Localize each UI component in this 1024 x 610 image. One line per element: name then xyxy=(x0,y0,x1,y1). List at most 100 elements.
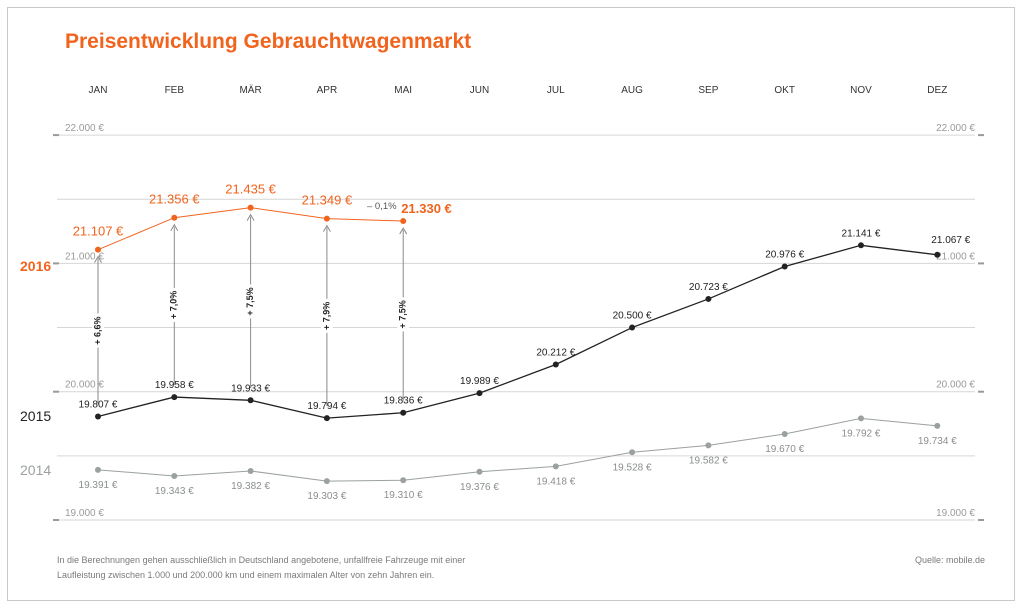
label-2015-11: 21.067 € xyxy=(931,235,970,246)
label-2015-2: 19.933 € xyxy=(231,383,270,394)
yoy-arrowhead-0 xyxy=(94,255,102,263)
label-2015-4: 19.836 € xyxy=(384,396,423,407)
y-label-left-3: 19.000 € xyxy=(65,508,104,519)
yoy-label-4: + 7,5% xyxy=(398,300,408,328)
data-labels: 21.107 € 21.356 € 21.435 € 21.349 € 21.330 €… xyxy=(73,182,971,503)
month-label-nov: NOV xyxy=(850,85,872,96)
chart-title: Preisentwicklung Gebrauchtwagenmarkt xyxy=(65,30,471,53)
month-label-jan: JAN xyxy=(89,85,108,96)
month-label-jun: JUN xyxy=(470,85,489,96)
label-2014-9: 19.670 € xyxy=(765,444,804,455)
label-2014-2: 19.382 € xyxy=(231,481,270,492)
point-2014-2 xyxy=(247,467,254,474)
point-2015-9 xyxy=(781,263,788,270)
point-2014-7 xyxy=(629,449,636,456)
footnote-line-1: In die Berechnungen gehen ausschließlich… xyxy=(57,555,465,565)
point-2014-1 xyxy=(171,472,178,479)
yoy-arrowhead-3 xyxy=(322,224,331,232)
point-2016-2 xyxy=(247,204,254,211)
label-2015-9: 20.976 € xyxy=(765,249,804,260)
point-2015-8 xyxy=(705,295,712,302)
label-2015-3: 19.794 € xyxy=(307,401,346,412)
point-2016-4 xyxy=(400,218,407,225)
point-2014-6 xyxy=(552,463,559,470)
month-label-apr: APR xyxy=(317,85,338,96)
y-label-right-2: 20.000 € xyxy=(936,380,975,391)
y-axis-labels: 22.000 € 22.000 € 21.000 € 21.000 € 20.000 €… xyxy=(53,123,984,521)
point-2014-11 xyxy=(934,422,941,429)
month-labels: JAN FEB MÄR APR MAI JUN JUL AUG SEP OKT NOV DEZ xyxy=(89,84,948,96)
series-line-2015 xyxy=(97,244,938,419)
point-2015-2 xyxy=(247,397,254,404)
yoy-label-1: + 7,0% xyxy=(169,291,179,319)
y-label-right-3: 19.000 € xyxy=(936,508,975,519)
label-2014-5: 19.376 € xyxy=(460,482,499,493)
label-2014-10: 19.792 € xyxy=(842,428,881,439)
label-2014-4: 19.310 € xyxy=(384,490,423,501)
point-2015-7 xyxy=(629,324,636,331)
point-2016-0 xyxy=(95,246,101,253)
label-2016-2: 21.435 € xyxy=(225,182,276,197)
point-2014-0 xyxy=(95,466,101,473)
yoy-label-3: + 7,9% xyxy=(321,302,331,330)
yoy-arrowhead-1 xyxy=(170,223,179,231)
point-2015-11 xyxy=(934,251,941,258)
source-label: Quelle: mobile.de xyxy=(915,555,985,565)
label-2016-4: 21.330 € xyxy=(401,201,452,216)
yoy-arrows: + 6,6% + 7,0% + 7,5% + 7,9% + 7,5% xyxy=(92,213,410,407)
y-label-left-0: 22.000 € xyxy=(65,123,104,134)
label-2014-1: 19.343 € xyxy=(155,486,194,497)
y-label-left-1: 21.000 € xyxy=(65,251,104,262)
yoy-label-0: + 6,6% xyxy=(92,316,102,344)
yoy-label-bg-0 xyxy=(92,313,104,348)
label-2014-7: 19.528 € xyxy=(613,462,652,473)
month-label-mär: MÄR xyxy=(239,84,261,96)
point-2014-9 xyxy=(781,431,788,438)
footnote-line-2: Laufleistung zwischen 1.000 und 200.000 … xyxy=(57,570,434,580)
label-2015-5: 19.989 € xyxy=(460,376,499,387)
legend-2014: 2014 xyxy=(20,462,51,478)
label-2016-3: 21.349 € xyxy=(302,193,353,208)
label-2014-6: 19.418 € xyxy=(536,476,575,487)
y-label-right-0: 22.000 € xyxy=(936,123,975,134)
point-2015-6 xyxy=(552,361,559,368)
y-label-left-2: 20.000 € xyxy=(65,380,104,391)
month-label-sep: SEP xyxy=(698,85,718,96)
month-label-aug: AUG xyxy=(621,85,643,96)
label-2015-8: 20.723 € xyxy=(689,282,728,293)
point-2015-10 xyxy=(858,242,864,249)
yoy-arrowhead-4 xyxy=(399,227,408,235)
point-2016-3 xyxy=(323,215,330,222)
gridlines xyxy=(57,134,975,521)
yoy-label-bg-4 xyxy=(397,297,410,332)
series-lines xyxy=(95,204,941,485)
label-2015-10: 21.141 € xyxy=(842,228,881,239)
month-label-feb: FEB xyxy=(165,85,185,96)
chart-frame xyxy=(7,7,1015,601)
point-2015-0 xyxy=(95,413,101,420)
mom-change-label: – 0,1% xyxy=(367,201,397,212)
yoy-label-2: + 7,5% xyxy=(245,287,255,315)
month-label-mai: MAI xyxy=(394,85,412,96)
yoy-label-bg-2 xyxy=(244,284,257,319)
legend-2016: 2016 xyxy=(20,258,51,274)
yoy-arrowhead-2 xyxy=(246,213,255,221)
label-2015-0: 19.807 € xyxy=(79,399,118,410)
point-2014-8 xyxy=(705,442,712,449)
label-2014-8: 19.582 € xyxy=(689,455,728,466)
label-2014-11: 19.734 € xyxy=(918,436,957,447)
month-label-jul: JUL xyxy=(547,85,565,96)
point-2015-1 xyxy=(171,394,178,401)
label-2015-6: 20.212 € xyxy=(536,348,575,359)
point-2015-4 xyxy=(400,409,407,416)
point-2014-10 xyxy=(858,415,864,422)
yoy-label-bg-3 xyxy=(320,298,333,333)
point-2015-5 xyxy=(476,390,483,397)
label-2014-0: 19.391 € xyxy=(79,480,118,491)
legend-2015: 2015 xyxy=(20,408,51,424)
label-2014-3: 19.303 € xyxy=(307,491,346,502)
point-2014-5 xyxy=(476,468,483,475)
y-label-right-1: 21.000 € xyxy=(936,251,975,262)
month-label-dez: DEZ xyxy=(927,85,947,96)
